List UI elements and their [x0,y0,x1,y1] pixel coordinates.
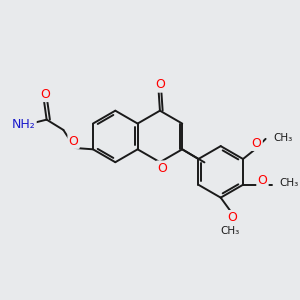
Text: CH₃: CH₃ [220,226,239,236]
Text: CH₃: CH₃ [280,178,299,188]
Text: O: O [157,162,167,175]
Text: O: O [257,174,267,187]
Text: O: O [155,78,165,92]
Text: O: O [227,211,237,224]
Text: O: O [252,137,262,150]
Text: NH₂: NH₂ [12,118,35,131]
Text: O: O [40,88,50,101]
Text: O: O [69,135,79,148]
Text: CH₃: CH₃ [273,133,292,142]
